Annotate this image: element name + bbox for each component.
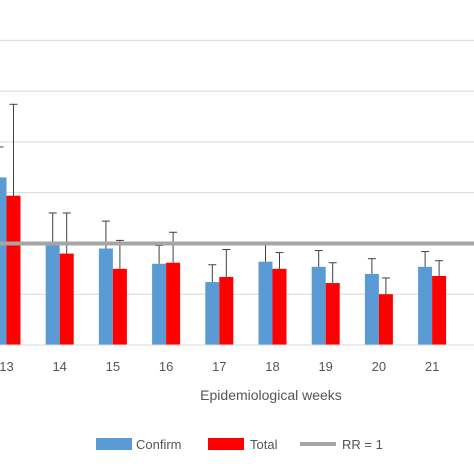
bar-total-13 (6, 195, 21, 345)
bar-confirm-20 (364, 273, 379, 345)
bar-total-21 (432, 275, 447, 345)
x-tick-labels: 13 14 15 16 17 18 19 20 21 (0, 359, 439, 374)
legend-swatch-total (208, 438, 244, 450)
x-axis-title: Epidemiological weeks (200, 387, 342, 403)
legend-swatch-confirm (96, 438, 132, 450)
bar-confirm-16 (152, 263, 167, 345)
bar-confirm-19 (311, 266, 326, 345)
legend-label-total: Total (250, 437, 278, 452)
x-tick-label: 18 (265, 359, 279, 374)
bar-confirm-17 (205, 282, 220, 345)
bar-confirm-21 (418, 266, 433, 345)
legend: Confirm Total RR = 1 (96, 437, 383, 452)
x-tick-label: 20 (372, 359, 386, 374)
x-tick-label: 21 (425, 359, 439, 374)
bar-total-19 (325, 283, 340, 345)
bar-confirm-18 (258, 261, 273, 345)
x-tick-label: 19 (318, 359, 332, 374)
bar-total-18 (272, 268, 287, 345)
bars (0, 177, 447, 345)
bar-total-20 (378, 294, 393, 345)
bar-total-15 (112, 268, 127, 345)
bar-confirm-15 (98, 248, 113, 345)
bar-total-17 (219, 276, 234, 345)
bar-confirm-13 (0, 177, 7, 345)
x-tick-label: 14 (52, 359, 66, 374)
x-tick-label: 16 (159, 359, 173, 374)
legend-label-rr: RR = 1 (342, 437, 383, 452)
bar-confirm-14 (45, 243, 60, 345)
bar-total-14 (59, 253, 74, 345)
legend-label-confirm: Confirm (136, 437, 182, 452)
x-tick-label: 17 (212, 359, 226, 374)
bar-total-16 (166, 262, 181, 345)
x-tick-label: 13 (0, 359, 14, 374)
x-tick-label: 15 (106, 359, 120, 374)
